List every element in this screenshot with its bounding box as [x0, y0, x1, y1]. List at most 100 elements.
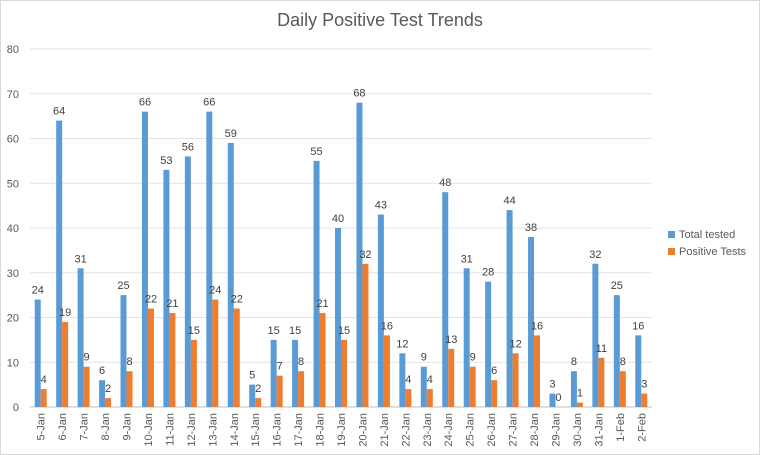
bar-positive-tests [341, 339, 347, 407]
data-label-positive-tests: 4 [405, 374, 411, 386]
data-label-positive-tests: 8 [126, 356, 132, 368]
bar-positive-tests [383, 335, 390, 407]
x-tick-label: 21-Jan [379, 413, 391, 447]
data-label-positive-tests: 22 [145, 294, 157, 306]
data-label-total-tested: 64 [53, 106, 65, 118]
data-label-positive-tests: 1 [577, 388, 583, 400]
legend: Total tested Positive Tests [668, 226, 746, 260]
data-label-positive-tests: 22 [231, 294, 243, 306]
data-label-total-tested: 12 [396, 338, 408, 350]
bar-positive-tests [534, 335, 541, 407]
bar-total-tested [227, 142, 234, 407]
data-label-total-tested: 56 [182, 141, 194, 153]
data-label-positive-tests: 32 [359, 249, 371, 261]
x-tick-label: 22-Jan [400, 413, 412, 447]
data-label-total-tested: 44 [503, 195, 515, 207]
bar-positive-tests [362, 263, 369, 407]
bar-positive-tests [190, 339, 197, 407]
bar-positive-tests [40, 389, 47, 407]
bar-positive-tests [83, 366, 90, 407]
data-label-positive-tests: 19 [59, 307, 71, 319]
x-tick-label: 10-Jan [143, 413, 155, 447]
bar-total-tested [163, 169, 170, 407]
bar-positive-tests [319, 313, 326, 407]
y-tick-label: 80 [7, 44, 19, 56]
data-label-total-tested: 25 [117, 280, 129, 292]
data-label-positive-tests: 2 [105, 383, 111, 395]
legend-item-positive-tests: Positive Tests [668, 243, 746, 260]
y-tick-label: 60 [7, 134, 19, 146]
x-tick-label: 25-Jan [465, 413, 477, 447]
bar-total-tested [356, 102, 363, 407]
bar-positive-tests [255, 398, 262, 407]
x-tick-label: 7-Jan [79, 413, 91, 441]
legend-swatch-positive-tests [668, 248, 675, 255]
data-label-total-tested: 16 [632, 320, 644, 332]
bar-total-tested [34, 299, 41, 407]
x-tick-label: 30-Jan [572, 413, 584, 447]
bar-positive-tests [233, 308, 240, 407]
y-tick-label: 40 [7, 223, 19, 235]
data-label-total-tested: 8 [571, 356, 577, 368]
data-label-positive-tests: 16 [381, 320, 393, 332]
bar-positive-tests [126, 371, 133, 407]
legend-swatch-total-tested [668, 231, 675, 238]
bar-total-tested [399, 353, 406, 407]
x-tick-label: 8-Jan [100, 413, 112, 441]
data-label-total-tested: 28 [482, 267, 494, 279]
data-label-positive-tests: 15 [338, 325, 350, 337]
data-label-total-tested: 31 [461, 253, 473, 265]
bar-total-tested [377, 214, 384, 407]
bar-positive-tests [276, 375, 283, 407]
bar-positive-tests [512, 353, 519, 407]
data-label-total-tested: 66 [139, 97, 151, 109]
data-label-total-tested: 9 [421, 352, 427, 364]
bar-total-tested [613, 295, 620, 407]
y-tick-label: 20 [7, 313, 19, 325]
bar-positive-tests [62, 321, 69, 407]
bar-positive-tests [469, 366, 476, 407]
data-label-total-tested: 6 [99, 365, 105, 377]
y-tick-label: 30 [7, 268, 19, 280]
bar-total-tested [184, 156, 191, 407]
bar-total-tested [270, 339, 277, 407]
x-tick-label: 14-Jan [229, 413, 241, 447]
x-tick-label: 1-Feb [615, 413, 627, 442]
data-label-positive-tests: 15 [188, 325, 200, 337]
legend-label-total-tested: Total tested [679, 228, 736, 241]
x-tick-label: 6-Jan [57, 413, 69, 441]
x-tick-label: 20-Jan [357, 413, 369, 447]
data-label-positive-tests: 21 [166, 298, 178, 310]
x-tick-label: 31-Jan [593, 413, 605, 447]
y-tick-label: 0 [13, 402, 19, 414]
data-label-positive-tests: 24 [209, 285, 221, 297]
bar-positive-tests [598, 357, 605, 407]
data-label-positive-tests: 21 [316, 298, 328, 310]
bar-positive-tests [105, 398, 112, 407]
data-label-positive-tests: 9 [470, 352, 476, 364]
bar-total-tested [77, 268, 84, 407]
x-tick-label: 28-Jan [529, 413, 541, 447]
bar-total-tested [335, 228, 341, 407]
bar-total-tested [99, 380, 106, 407]
x-tick-label: 11-Jan [164, 413, 176, 446]
bar-total-tested [635, 335, 642, 407]
bar-positive-tests [169, 313, 176, 407]
data-label-positive-tests: 9 [84, 352, 90, 364]
bar-total-tested [420, 366, 427, 407]
bar-positive-tests [298, 371, 305, 407]
data-label-total-tested: 31 [74, 253, 86, 265]
data-label-total-tested: 15 [289, 325, 301, 337]
data-label-total-tested: 3 [549, 379, 555, 391]
bar-positive-tests [619, 371, 626, 407]
data-label-positive-tests: 7 [277, 361, 283, 373]
bar-total-tested [506, 210, 513, 407]
data-label-total-tested: 25 [611, 280, 623, 292]
bar-total-tested [442, 192, 449, 407]
data-label-total-tested: 59 [225, 128, 237, 140]
x-tick-label: 15-Jan [250, 413, 262, 447]
x-tick-label: 23-Jan [422, 413, 434, 447]
bar-total-tested [592, 263, 599, 407]
x-tick-label: 12-Jan [186, 413, 198, 447]
data-label-positive-tests: 6 [491, 365, 497, 377]
